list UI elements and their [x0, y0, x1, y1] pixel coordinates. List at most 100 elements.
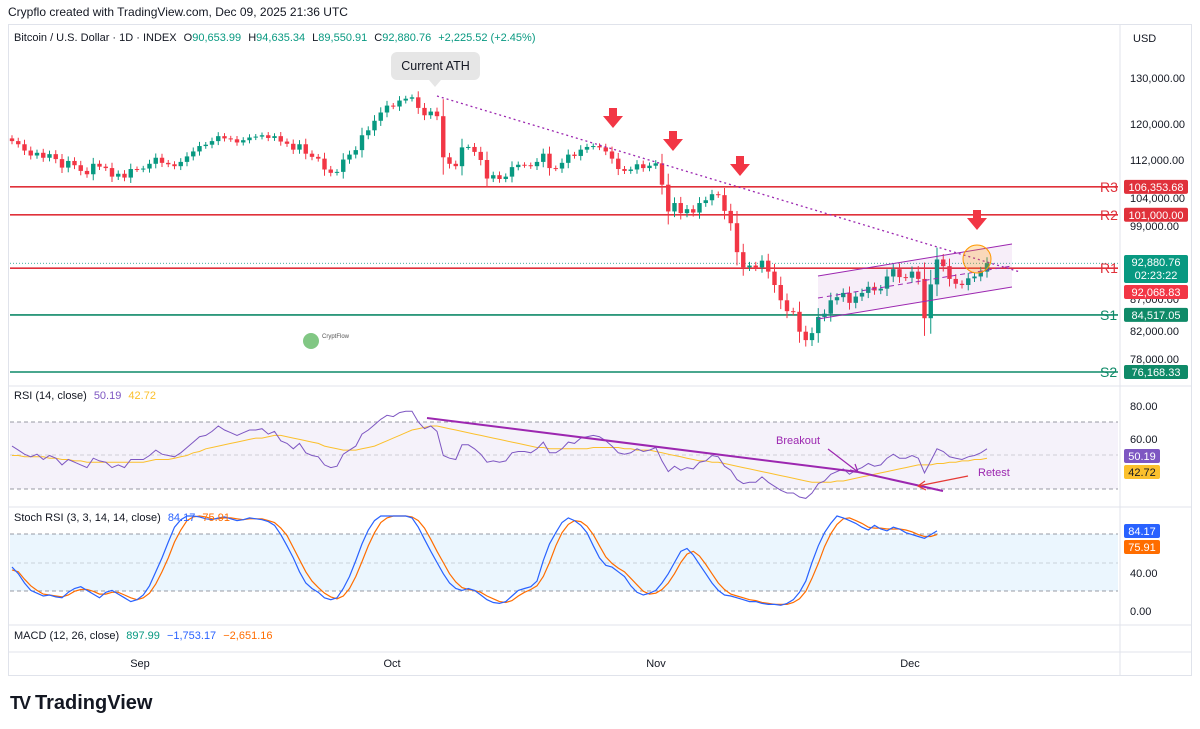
candle-body [722, 195, 727, 211]
candle-body [184, 156, 190, 162]
stoch-k-legend-value: 84.17 [167, 512, 196, 524]
channel-bottom-line [817, 286, 1013, 320]
candle-body [347, 154, 352, 160]
candle-body [134, 169, 140, 171]
candle-body [122, 173, 127, 178]
candle-body [434, 111, 440, 117]
candle-body [291, 143, 296, 150]
candle-body [553, 168, 558, 170]
open-value: 90,653.99 [192, 32, 242, 44]
candle-body [922, 278, 927, 319]
candle-body [609, 151, 615, 159]
candle-body [959, 283, 965, 286]
candle-body [266, 135, 271, 138]
channel-top-line [817, 243, 1013, 277]
candle-body [497, 175, 502, 179]
candle-body [672, 203, 677, 212]
candle-body [522, 164, 527, 166]
candle-body [459, 147, 465, 167]
level-price-box-s1 [1124, 307, 1188, 322]
stoch-d-value-label: 75.91 [1128, 542, 1156, 554]
macd-line-value: −1,753.17 [166, 630, 217, 642]
candle-body [247, 137, 252, 141]
candle-body [428, 111, 433, 116]
level-price-r2: 101,000.00 [1128, 210, 1183, 222]
high-label: H [248, 32, 257, 44]
close-value: 92,880.76 [382, 32, 432, 44]
candle-body [253, 136, 258, 138]
candle-body [203, 144, 208, 147]
candle-body [378, 112, 383, 121]
candle-body [397, 100, 402, 107]
tradingview-logo[interactable]: TV TradingView [10, 692, 152, 715]
candle-body [191, 151, 196, 157]
candle-body [9, 138, 15, 142]
candle-body [259, 135, 265, 137]
pivot-price-label: 92,068.83 [1132, 287, 1181, 299]
breakout-label: Breakout [776, 435, 820, 447]
candle-body [53, 154, 58, 160]
price-tick-label: 104,000.00 [1130, 193, 1185, 205]
candle-body [766, 260, 771, 272]
candle-body [147, 163, 152, 169]
candle-body [166, 162, 171, 165]
time-tick-label: Nov [646, 658, 666, 670]
candle-body [453, 163, 458, 167]
macd-label: MACD (12, 26, close) [14, 630, 120, 642]
candle-body [591, 146, 596, 148]
candle-body [334, 171, 340, 173]
change-value: +2,225.52 (+2.45%) [438, 32, 536, 44]
candle-body [903, 277, 908, 279]
rsi-ma-line [12, 425, 988, 483]
candle-body [466, 146, 471, 148]
stoch-tick-label: 40.00 [1130, 568, 1158, 580]
stoch-tick-label: 0.00 [1130, 606, 1151, 618]
chart-caption: Crypflo created with TradingView.com, De… [8, 5, 348, 19]
breakout-arrow-icon [827, 448, 859, 473]
candle-body [109, 168, 115, 177]
chart-frame [8, 24, 1192, 676]
candle-body [759, 260, 765, 268]
candle-body [216, 136, 221, 142]
candle-body [841, 292, 846, 298]
level-tag-r2: R2 [1100, 207, 1118, 223]
time-tick-label: Oct [383, 658, 400, 670]
rsi-ma-value-label: 42.72 [1128, 467, 1156, 479]
price-tick-label: 99,000.00 [1130, 221, 1179, 233]
candle-body [816, 316, 821, 334]
low-value: 89,550.91 [318, 32, 368, 44]
candle-body [484, 160, 490, 179]
candle-body [878, 288, 883, 291]
stoch-d-value-box [1124, 540, 1160, 554]
rsi-trendline [426, 417, 859, 473]
candle-body [16, 141, 21, 145]
candle-body [72, 160, 77, 166]
down-arrow-icon [663, 131, 683, 151]
candle-body [891, 269, 896, 277]
candle-body [897, 269, 902, 278]
candle-body [584, 146, 590, 150]
level-price-box-s2 [1124, 364, 1188, 379]
candle-body [709, 194, 715, 201]
rsi-legend-value: 50.19 [93, 390, 122, 402]
candle-body [803, 331, 808, 341]
retest-label: Retest [978, 467, 1010, 479]
candle-body [59, 159, 65, 168]
tradingview-logo-text: TradingView [35, 692, 153, 714]
candle-body [272, 136, 277, 138]
candle-body [928, 284, 933, 319]
candle-body [697, 203, 702, 213]
rsi-line [11, 410, 988, 499]
price-tick-label: 82,000.00 [1130, 326, 1179, 338]
currency-button[interactable]: USD [1133, 33, 1157, 45]
rsi-tick-label: 60.00 [1130, 434, 1158, 446]
candle-body [128, 169, 133, 178]
candle-body [578, 149, 583, 156]
candle-body [91, 163, 96, 175]
macd-legend: MACD (12, 26, close) 897.99 −1,753.17 −2… [14, 630, 277, 642]
time-tick-label: Dec [900, 658, 920, 670]
watermark-logo-icon [303, 333, 319, 349]
stoch-k-line [11, 515, 938, 606]
candle-body [66, 160, 71, 168]
